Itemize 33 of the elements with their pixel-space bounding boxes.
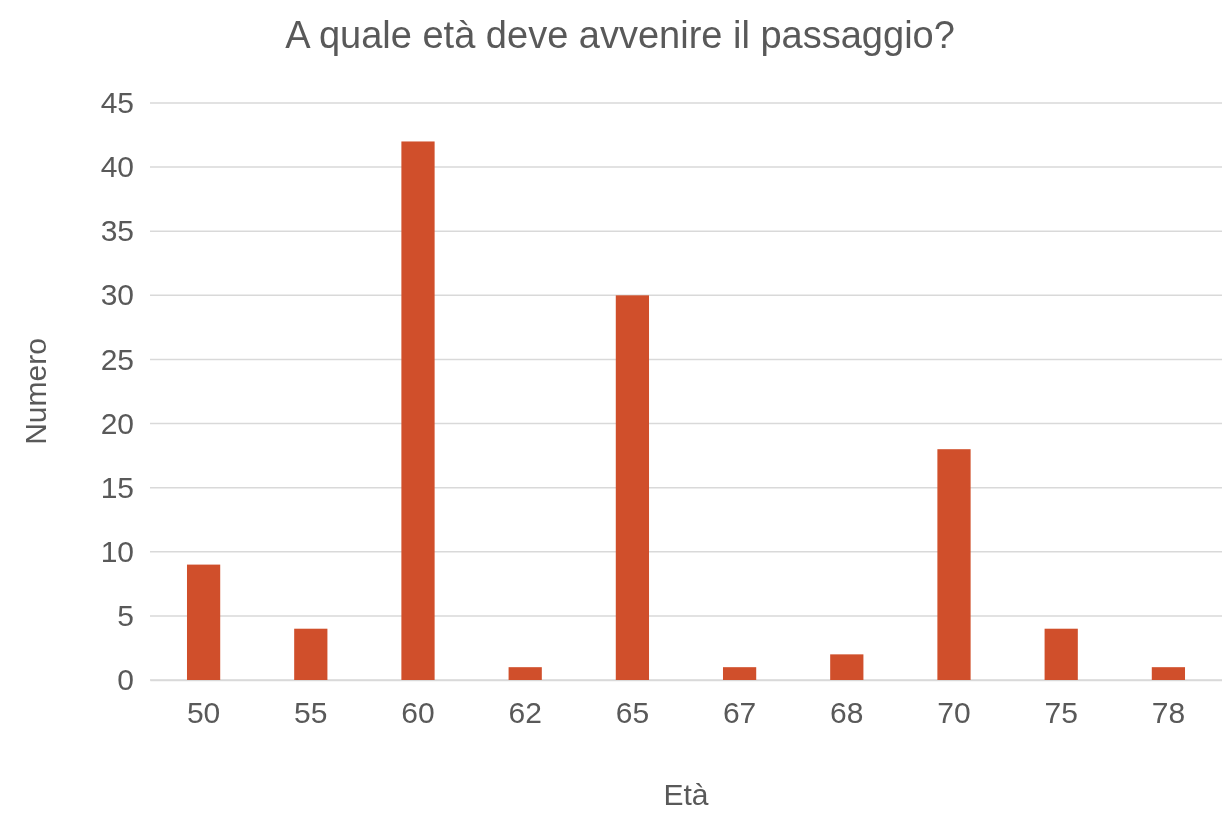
x-tick-label: 50 (186, 696, 221, 730)
bar (508, 667, 542, 680)
y-tick-label: 15 (100, 470, 134, 504)
y-tick-label: 25 (100, 342, 134, 376)
bar (722, 667, 757, 680)
x-tick-label: 68 (830, 696, 864, 730)
bar (937, 449, 971, 680)
bar (615, 295, 650, 680)
x-tick-label: 70 (937, 696, 971, 730)
y-tick-label: 5 (117, 598, 134, 632)
bar (401, 141, 435, 680)
y-tick-label: 0 (117, 663, 134, 697)
x-tick-label: 65 (615, 696, 650, 730)
x-tick-label: 62 (508, 696, 542, 730)
y-axis-title: Numero (19, 338, 52, 445)
bar (294, 628, 328, 680)
x-tick-label: 78 (1151, 696, 1186, 730)
bar (1151, 667, 1186, 680)
y-tick-label: 45 (100, 86, 134, 120)
bar (830, 654, 864, 680)
y-tick-label: 10 (100, 534, 134, 568)
bar (1044, 628, 1078, 680)
x-tick-label: 60 (401, 696, 435, 730)
y-tick-label: 35 (100, 214, 134, 248)
y-tick-label: 40 (100, 150, 134, 184)
bar (186, 564, 221, 680)
y-tick-label: 20 (100, 406, 134, 440)
y-tick-label: 30 (100, 278, 134, 312)
chart-title: A quale età deve avvenire il passaggio? (285, 14, 955, 56)
x-axis-title: Età (663, 778, 709, 811)
x-tick-label: 75 (1044, 696, 1078, 730)
x-tick-label: 55 (294, 696, 328, 730)
x-tick-label: 67 (722, 696, 757, 730)
